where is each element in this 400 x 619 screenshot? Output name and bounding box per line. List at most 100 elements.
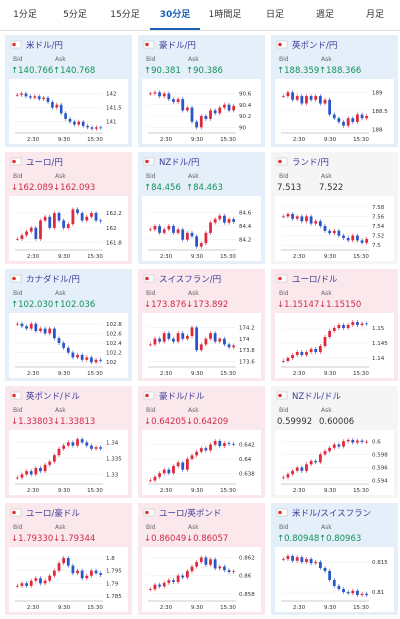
x-tick-label: 9:30	[324, 137, 337, 143]
x-tick-label: 9:30	[58, 137, 71, 143]
candle-body	[20, 93, 23, 95]
flag	[143, 40, 155, 49]
candle-body	[190, 566, 194, 572]
candle-body	[300, 557, 304, 562]
rate-card[interactable]: ユーロ/英ポンド Bid Ask ↓0.86049 ↓0.86057 0.862 0.86 0…	[138, 503, 265, 615]
candle-body	[20, 235, 24, 239]
bid-value: ↑188.359	[277, 66, 319, 76]
candle-body	[51, 101, 54, 108]
candle-body	[351, 235, 355, 241]
x-tick-label: 9:30	[58, 254, 71, 260]
timeframe-tab[interactable]: 1分足	[13, 10, 37, 20]
candle-body	[176, 229, 180, 233]
candle-body	[365, 593, 369, 596]
candle-body	[95, 127, 98, 129]
candle-body	[80, 570, 84, 579]
candle-body	[90, 127, 94, 129]
candle-body	[332, 580, 336, 586]
flag-mark	[278, 42, 282, 47]
rate-card[interactable]: カナダドル/円 Bid Ask ↑102.030 ↑102.036 102.8 102.6 1…	[5, 269, 132, 381]
bid-value: ↓1.33803	[11, 417, 53, 427]
rate-card[interactable]: ユーロ/ドル Bid Ask ↓1.15147 ↓1.15150 1.15 1.145 1.1…	[271, 269, 398, 381]
candle-body	[365, 238, 369, 243]
timeframe-tab[interactable]: 週足	[315, 10, 334, 20]
x-tick-label: 15:30	[353, 254, 369, 260]
candle-body	[305, 352, 308, 355]
candle-body	[314, 562, 318, 564]
flag-mark	[278, 276, 282, 281]
y-tick-label: 102.6	[106, 331, 122, 337]
candle-body	[204, 557, 208, 565]
timeframe-tab[interactable]: 日足	[265, 10, 284, 20]
x-tick-label: 2:30	[27, 137, 40, 143]
candle-body	[81, 121, 85, 126]
candle-body	[172, 580, 175, 582]
flag-mark	[145, 276, 149, 281]
timeframe-tab[interactable]: 月足	[365, 10, 384, 20]
ask-label: Ask	[321, 524, 332, 531]
candle-body	[39, 578, 42, 584]
candle-body	[346, 439, 350, 442]
bid-value: ↑140.766	[11, 66, 53, 76]
candle-body	[39, 468, 42, 472]
candle-body	[360, 440, 364, 442]
candle-body	[351, 322, 355, 325]
y-tick-label: 90.4	[239, 103, 252, 109]
rate-card[interactable]: 豪ドル/円 Bid Ask ↑90.381 ↑90.386 90.6 90.4 90.2 90 2…	[138, 35, 265, 147]
flag	[143, 157, 155, 166]
rate-card[interactable]: ユーロ/豪ドル Bid Ask ↓1.79330 ↓1.79344 1.8 1.795 1.7…	[5, 503, 132, 615]
bid-value: ↓173.876	[144, 300, 186, 310]
candle-body	[300, 467, 304, 471]
rate-card[interactable]: 英ポンド/円 Bid Ask ↑188.359 ↑188.366 189 188.5 188 2…	[271, 35, 398, 147]
candle-body	[295, 557, 299, 561]
candle-body	[332, 328, 336, 331]
flag-mark	[12, 276, 16, 281]
candle-body	[318, 346, 322, 352]
flag	[276, 274, 288, 283]
candle-body	[94, 570, 98, 574]
bid-label: Bid	[146, 56, 156, 63]
candle-body	[318, 96, 322, 104]
ask-label: Ask	[55, 56, 66, 63]
candle-body	[99, 447, 103, 449]
candle-body	[213, 333, 217, 342]
y-tick-label: 7.58	[372, 205, 385, 211]
rate-card[interactable]: 米ドル/スイスフラン Bid Ask ↑0.80948 ↑0.80963 0.815 0.8…	[271, 503, 398, 615]
candle-body	[337, 444, 341, 447]
bid-label: Bid	[279, 407, 289, 414]
rate-card[interactable]: スイスフラン/円 Bid Ask ↓173.876 ↓173.892 174.2 174 17…	[138, 269, 265, 381]
timeframe-tab[interactable]: 30分足	[150, 0, 200, 30]
rate-card[interactable]: NZドル/円 Bid Ask ↑84.456 ↑84.463 84.6 84.4 84.2 2:…	[138, 152, 265, 264]
candle-body	[356, 440, 359, 443]
bid-value: ↓162.089	[11, 183, 53, 193]
candle-body	[218, 338, 222, 342]
candle-body	[57, 213, 61, 221]
rate-card[interactable]: NZドル/ドル Bid Ask 0.59992 0.60006 0.6 0.598 0.596…	[271, 386, 398, 498]
rate-card[interactable]: ランド/円 Bid Ask 7.513 7.522 7.58 7.56 7.54 7.52 7.5…	[271, 152, 398, 264]
rate-card[interactable]: ユーロ/円 Bid Ask ↓162.089 ↓162.093 162.2 162 161.8…	[5, 152, 132, 264]
x-tick-label: 2:30	[27, 488, 40, 494]
candle-body	[71, 442, 75, 446]
y-tick-label: 0.6	[372, 439, 381, 445]
timeframe-tab[interactable]: 1時間足	[208, 10, 242, 20]
timeframe-tab[interactable]: 15分足	[110, 10, 140, 20]
rate-card[interactable]: 英ポンド/ドル Bid Ask ↓1.33803 ↓1.33813 1.34 1.335 1.…	[5, 386, 132, 498]
candle-body	[223, 566, 226, 571]
candle-body	[318, 221, 322, 226]
candle-body	[48, 575, 52, 581]
timeframe-tab[interactable]: 5分足	[63, 10, 87, 20]
candle-body	[305, 216, 308, 222]
rate-card[interactable]: 豪ドル/ドル Bid Ask ↓0.64205 ↓0.64209 0.642 0.64 0.6…	[138, 386, 265, 498]
candle-body	[99, 359, 103, 361]
y-tick-label: 174	[239, 337, 250, 343]
x-tick-label: 9:30	[324, 605, 337, 611]
candle-body	[232, 443, 236, 445]
rate-card[interactable]: 米ドル/円 Bid Ask ↑140.766 ↑140.768 142 141.5 141 2:…	[5, 35, 132, 147]
ask-value: ↑188.366	[319, 66, 361, 76]
candle-body	[337, 586, 341, 589]
candle-body	[20, 323, 24, 327]
candle-body	[314, 349, 318, 352]
